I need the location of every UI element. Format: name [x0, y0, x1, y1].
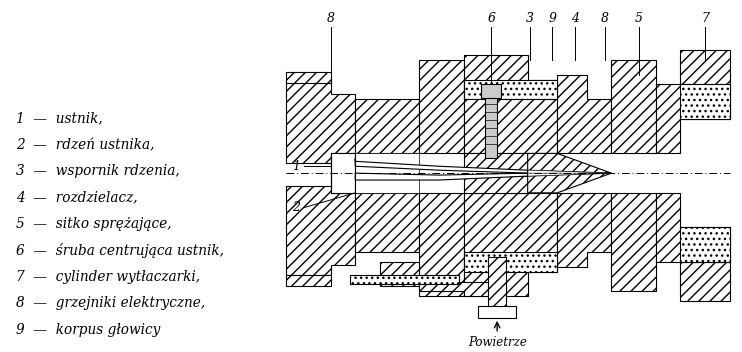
Polygon shape: [464, 193, 557, 296]
Polygon shape: [485, 94, 497, 158]
Polygon shape: [479, 306, 516, 318]
Polygon shape: [680, 50, 729, 84]
Polygon shape: [482, 84, 501, 98]
Polygon shape: [464, 252, 557, 272]
Text: 6: 6: [487, 12, 495, 25]
Polygon shape: [464, 153, 528, 170]
Polygon shape: [680, 262, 729, 301]
Text: 1  —  ustnik,: 1 — ustnik,: [16, 112, 103, 126]
Text: 5  —  sitko sprężające,: 5 — sitko sprężające,: [16, 217, 172, 231]
Polygon shape: [557, 75, 611, 153]
Polygon shape: [286, 186, 355, 275]
Polygon shape: [611, 193, 656, 291]
Polygon shape: [680, 227, 729, 262]
Text: 4: 4: [571, 12, 579, 25]
Polygon shape: [286, 275, 331, 287]
Text: 5: 5: [635, 12, 643, 25]
Text: 2: 2: [292, 201, 300, 214]
Polygon shape: [528, 170, 611, 173]
Polygon shape: [355, 193, 419, 252]
Polygon shape: [656, 84, 729, 153]
Polygon shape: [680, 84, 729, 119]
Text: 9  —  korpus głowicy: 9 — korpus głowicy: [16, 322, 161, 337]
Polygon shape: [350, 275, 459, 284]
Text: 2  —  rdzeń ustnika,: 2 — rdzeń ustnika,: [16, 138, 155, 152]
Text: 7  —  cylinder wytłaczarki,: 7 — cylinder wytłaczarki,: [16, 270, 200, 284]
Polygon shape: [464, 55, 557, 153]
Text: 3  —  wspornik rdzenia,: 3 — wspornik rdzenia,: [16, 164, 180, 178]
Polygon shape: [419, 60, 464, 153]
Text: 9: 9: [548, 12, 556, 25]
Polygon shape: [557, 193, 611, 267]
Text: 8  —  grzejniki elektryczne,: 8 — grzejniki elektryczne,: [16, 296, 206, 310]
Text: 4  —  rozdzielacz,: 4 — rozdzielacz,: [16, 191, 138, 205]
Polygon shape: [528, 173, 611, 193]
Polygon shape: [488, 257, 506, 316]
Text: 6  —  śruba centrująca ustnik,: 6 — śruba centrująca ustnik,: [16, 244, 224, 258]
Text: 8: 8: [326, 12, 335, 25]
Polygon shape: [656, 193, 729, 262]
Polygon shape: [464, 176, 528, 193]
Polygon shape: [419, 193, 464, 296]
Polygon shape: [331, 153, 355, 193]
Polygon shape: [355, 153, 419, 193]
Text: 8: 8: [600, 12, 608, 25]
Text: Powietrze: Powietrze: [467, 336, 527, 349]
Polygon shape: [355, 99, 419, 153]
Polygon shape: [355, 158, 528, 173]
Polygon shape: [355, 173, 528, 180]
Text: 7: 7: [701, 12, 709, 25]
Text: 1: 1: [292, 160, 300, 173]
Text: 3: 3: [525, 12, 533, 25]
Polygon shape: [286, 72, 331, 83]
Polygon shape: [611, 60, 656, 153]
Polygon shape: [419, 282, 488, 296]
Polygon shape: [464, 80, 557, 99]
Polygon shape: [528, 173, 611, 176]
Polygon shape: [528, 153, 611, 173]
Polygon shape: [380, 262, 419, 287]
Polygon shape: [286, 80, 355, 163]
